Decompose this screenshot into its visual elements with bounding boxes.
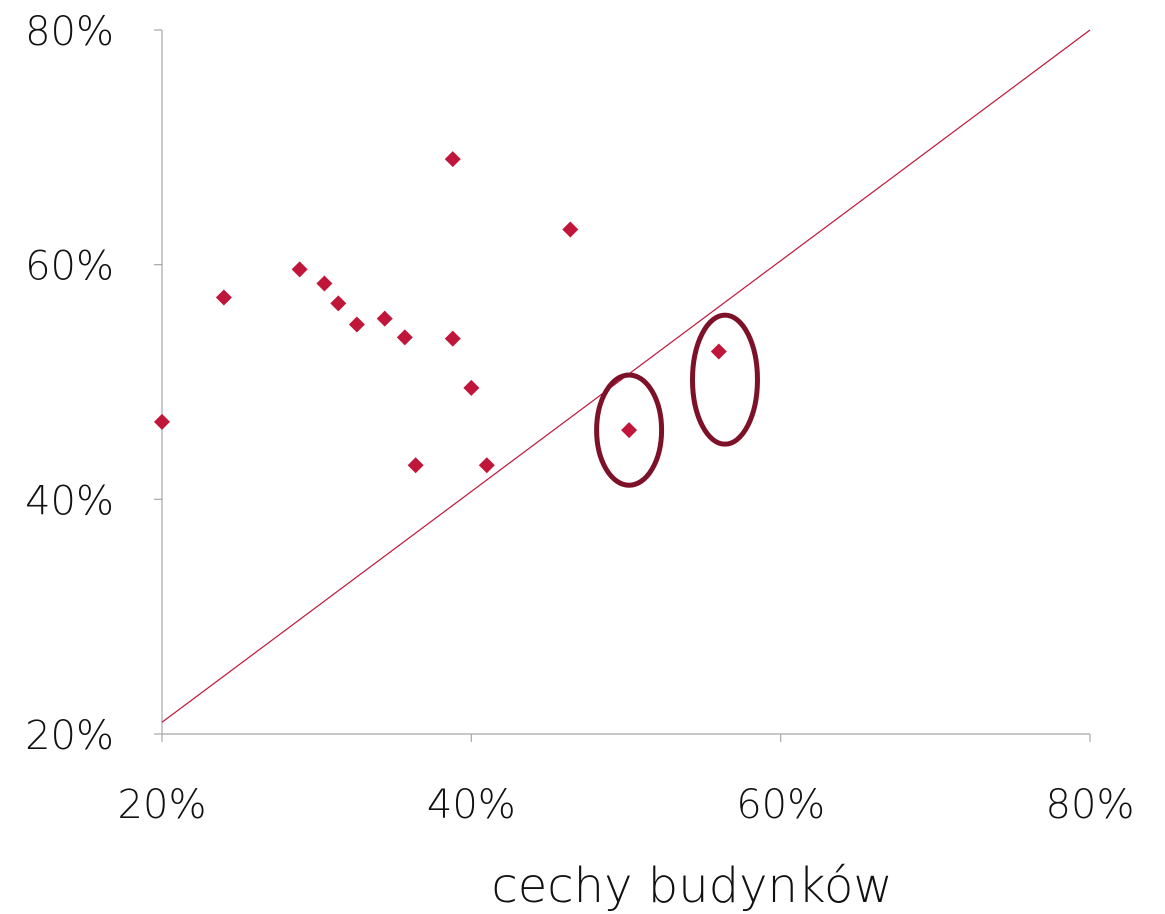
axes bbox=[161, 30, 1090, 735]
data-point bbox=[710, 343, 727, 360]
data-point bbox=[407, 457, 424, 474]
annotations bbox=[594, 312, 760, 488]
x-axis-title: cechy budynków bbox=[491, 858, 892, 914]
data-point bbox=[444, 151, 461, 168]
data-point bbox=[330, 295, 347, 312]
x-tick-label: 60% bbox=[736, 782, 825, 828]
data-point bbox=[348, 316, 365, 333]
data-point bbox=[621, 422, 638, 439]
data-point bbox=[376, 310, 393, 327]
y-tick-label: 20% bbox=[25, 713, 114, 759]
data-point bbox=[291, 261, 308, 278]
x-tick-label: 20% bbox=[118, 782, 207, 828]
data-point bbox=[562, 221, 579, 238]
data-point bbox=[463, 379, 480, 396]
highlight-ellipse bbox=[690, 312, 760, 447]
data-point bbox=[154, 413, 170, 430]
data-point bbox=[478, 457, 495, 474]
highlight-ellipse bbox=[594, 372, 665, 488]
x-tick-label: 80% bbox=[1046, 782, 1135, 828]
data-point bbox=[215, 289, 232, 306]
data-point bbox=[444, 330, 461, 347]
y-tick-label: 40% bbox=[25, 478, 114, 524]
x-tick-label: 40% bbox=[427, 782, 516, 828]
data-point bbox=[396, 329, 413, 346]
ticks: 20% 40% 60% 80% 20% 40% 60% 80% bbox=[25, 9, 1134, 828]
y-tick-label: 60% bbox=[25, 244, 114, 290]
data-points bbox=[154, 151, 727, 474]
y-tick-label: 80% bbox=[25, 9, 114, 55]
data-point bbox=[316, 275, 333, 292]
